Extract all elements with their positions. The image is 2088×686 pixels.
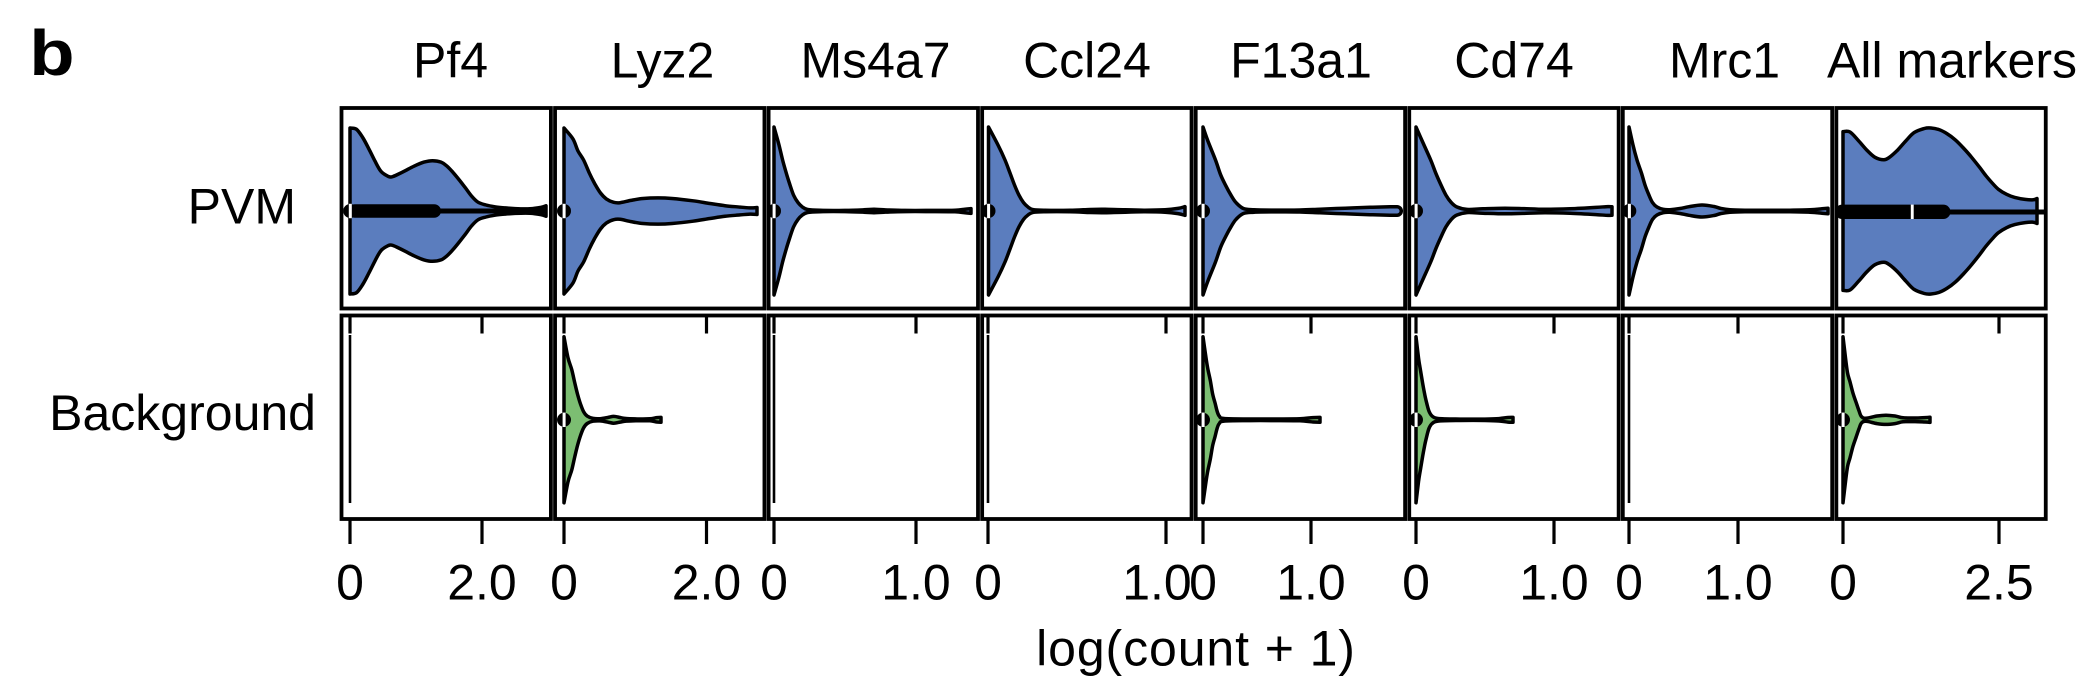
svg-text:0: 0 (1615, 555, 1643, 611)
svg-text:0: 0 (974, 555, 1002, 611)
svg-text:PVM: PVM (188, 179, 296, 235)
svg-text:0: 0 (550, 555, 578, 611)
svg-text:Lyz2: Lyz2 (611, 33, 715, 89)
svg-text:0: 0 (1189, 555, 1217, 611)
svg-text:Mrc1: Mrc1 (1669, 33, 1780, 89)
svg-text:b: b (29, 17, 74, 89)
svg-text:F13a1: F13a1 (1230, 33, 1372, 89)
svg-text:log(count + 1): log(count + 1) (1036, 621, 1356, 677)
svg-text:Cd74: Cd74 (1454, 33, 1574, 89)
svg-text:0: 0 (1829, 555, 1857, 611)
svg-text:All markers: All markers (1827, 33, 2077, 89)
svg-text:Ccl24: Ccl24 (1023, 33, 1151, 89)
svg-text:Pf4: Pf4 (413, 33, 488, 89)
svg-text:0: 0 (336, 555, 364, 611)
svg-text:1.0: 1.0 (1703, 555, 1773, 611)
svg-text:1.0: 1.0 (1276, 555, 1346, 611)
svg-text:1.0: 1.0 (881, 555, 951, 611)
svg-text:1.0: 1.0 (1519, 555, 1589, 611)
svg-text:2.5: 2.5 (1964, 555, 2034, 611)
svg-text:Background: Background (49, 385, 316, 441)
svg-text:0: 0 (1402, 555, 1430, 611)
svg-text:2.0: 2.0 (672, 555, 742, 611)
svg-text:0: 0 (760, 555, 788, 611)
svg-text:1.0: 1.0 (1122, 555, 1192, 611)
svg-text:2.0: 2.0 (447, 555, 517, 611)
svg-text:Ms4a7: Ms4a7 (800, 33, 950, 89)
